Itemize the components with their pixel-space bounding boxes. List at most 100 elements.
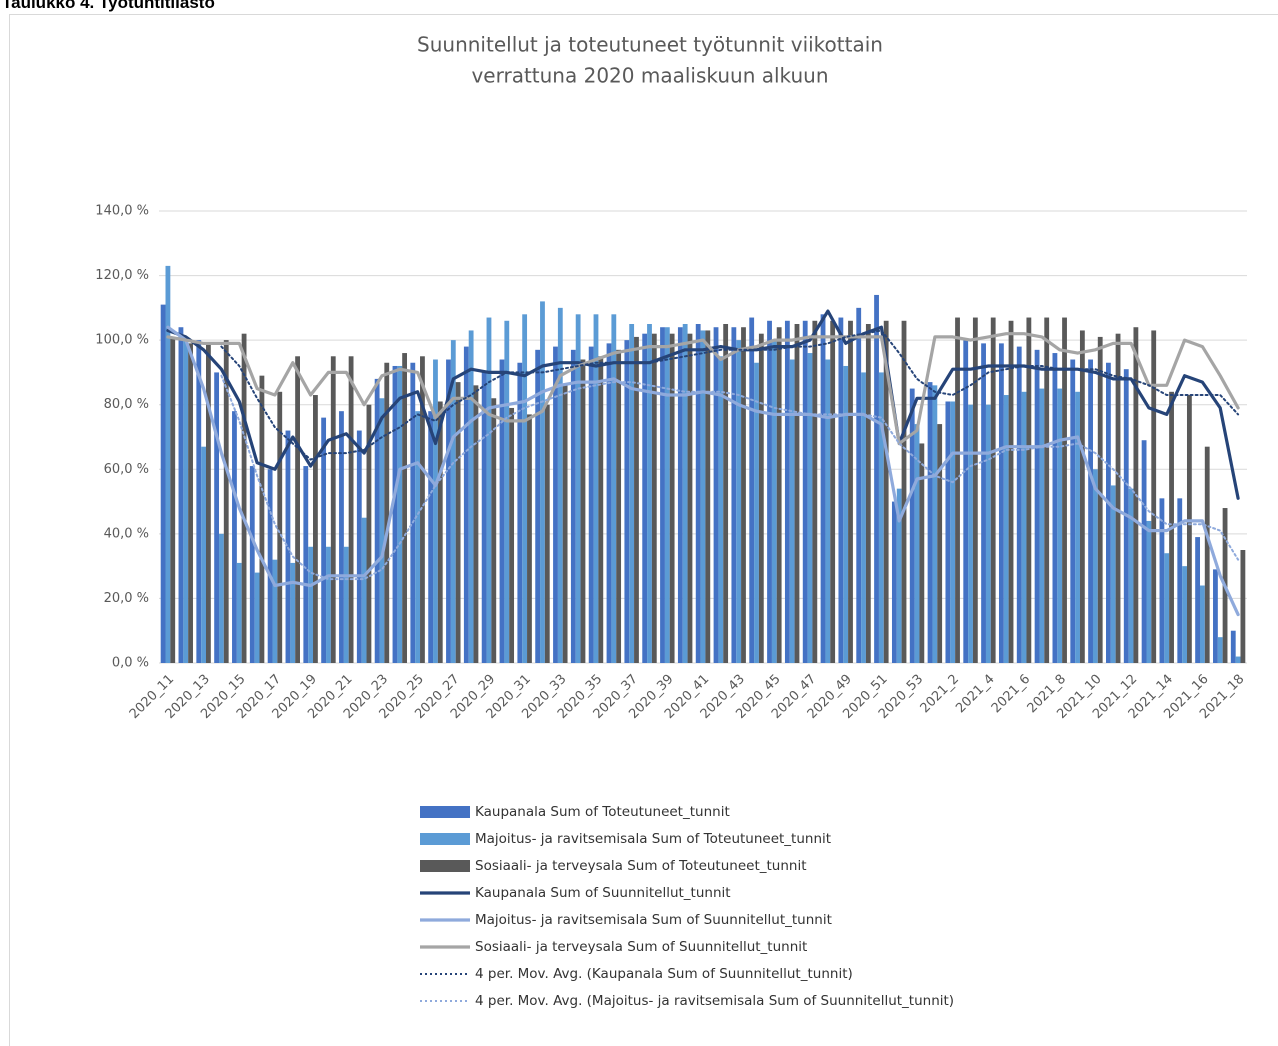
bar — [1164, 553, 1170, 663]
bar — [214, 372, 220, 663]
y-tick-label: 20,0 % — [104, 591, 149, 606]
bar — [848, 320, 853, 663]
trend-line — [220, 329, 1240, 461]
bar — [1034, 349, 1040, 663]
y-tick-label: 0,0 % — [112, 656, 149, 671]
bar — [481, 372, 487, 663]
bar — [838, 317, 844, 663]
bar — [972, 317, 978, 663]
bar — [1141, 440, 1147, 663]
x-tick-label: 2021_4 — [953, 672, 997, 716]
bar — [723, 324, 729, 663]
bar — [356, 430, 362, 663]
y-tick-label: 100,0 % — [95, 333, 149, 348]
bar — [562, 385, 568, 663]
bar — [891, 501, 897, 663]
bar — [1159, 498, 1165, 663]
legend-label: 4 per. Mov. Avg. (Kaupanala Sum of Suunn… — [475, 966, 853, 982]
bar — [504, 320, 510, 663]
bar — [557, 307, 563, 663]
bar — [647, 324, 652, 663]
bar — [165, 265, 171, 663]
bar — [1016, 346, 1022, 663]
bar — [428, 411, 434, 663]
bar — [1079, 330, 1085, 663]
heading: Taulukko 4. Työtuntitilasto — [2, 0, 215, 12]
bar — [611, 314, 617, 663]
bar — [861, 372, 866, 663]
bar — [937, 424, 943, 663]
bar — [588, 346, 594, 663]
bar — [598, 356, 604, 663]
bar — [540, 301, 545, 663]
bar — [914, 424, 920, 663]
bar — [825, 359, 831, 663]
x-tick-label: 2021_2 — [918, 672, 962, 716]
bar — [446, 359, 451, 663]
bar — [1021, 391, 1027, 663]
bar — [170, 336, 176, 663]
bar — [1213, 569, 1218, 663]
bar — [968, 404, 973, 663]
bar — [1044, 317, 1050, 663]
bar — [326, 546, 331, 663]
bar — [1106, 362, 1111, 663]
bar — [343, 546, 349, 663]
legend-swatch — [420, 833, 470, 845]
bar — [771, 340, 777, 663]
bar — [919, 443, 925, 663]
bar — [1110, 485, 1116, 663]
bar — [677, 327, 683, 663]
bar — [1240, 550, 1246, 663]
bar — [695, 324, 701, 663]
bar — [473, 385, 479, 663]
bar — [183, 340, 189, 663]
bar — [499, 359, 505, 663]
bar — [384, 362, 390, 663]
bar — [339, 411, 344, 663]
bar — [1146, 520, 1152, 663]
bar — [1097, 336, 1103, 663]
bar — [1088, 359, 1093, 663]
bar — [901, 320, 907, 663]
bar — [330, 356, 336, 663]
legend-label: Sosiaali- ja terveysala Sum of Suunnitel… — [475, 939, 807, 955]
bar — [932, 385, 938, 663]
bar — [517, 362, 523, 663]
bar — [1230, 630, 1236, 663]
y-tick-label: 140,0 % — [95, 204, 149, 219]
bar — [1235, 656, 1241, 663]
bar — [437, 401, 443, 663]
bar — [553, 346, 558, 663]
chart-title: Suunnitellut ja toteutuneet työtunnit vi… — [417, 33, 883, 57]
bar — [575, 314, 581, 663]
bar — [1052, 353, 1058, 663]
legend-label: Majoitus- ja ravitsemisala Sum of Suunni… — [475, 912, 832, 928]
bar — [865, 324, 871, 663]
bar — [812, 320, 818, 663]
bar — [634, 336, 639, 663]
legend-label: Kaupanala Sum of Suunnitellut_tunnit — [475, 885, 731, 901]
bar — [308, 546, 314, 663]
bar — [1070, 359, 1076, 663]
bar — [713, 327, 719, 663]
bar — [223, 340, 229, 663]
bar — [963, 340, 969, 663]
bar — [366, 404, 372, 663]
bar — [277, 391, 283, 663]
bar — [651, 333, 657, 663]
trend-line — [220, 374, 1240, 581]
bar — [843, 365, 849, 663]
bar — [998, 343, 1004, 663]
bar — [830, 320, 836, 663]
bar — [232, 411, 237, 663]
legend-swatch — [420, 806, 470, 818]
bar — [807, 353, 813, 663]
bar — [486, 317, 492, 663]
bar — [272, 559, 278, 663]
bar — [1092, 469, 1098, 663]
bar — [580, 359, 586, 663]
bar — [705, 330, 711, 663]
bar — [700, 330, 706, 663]
